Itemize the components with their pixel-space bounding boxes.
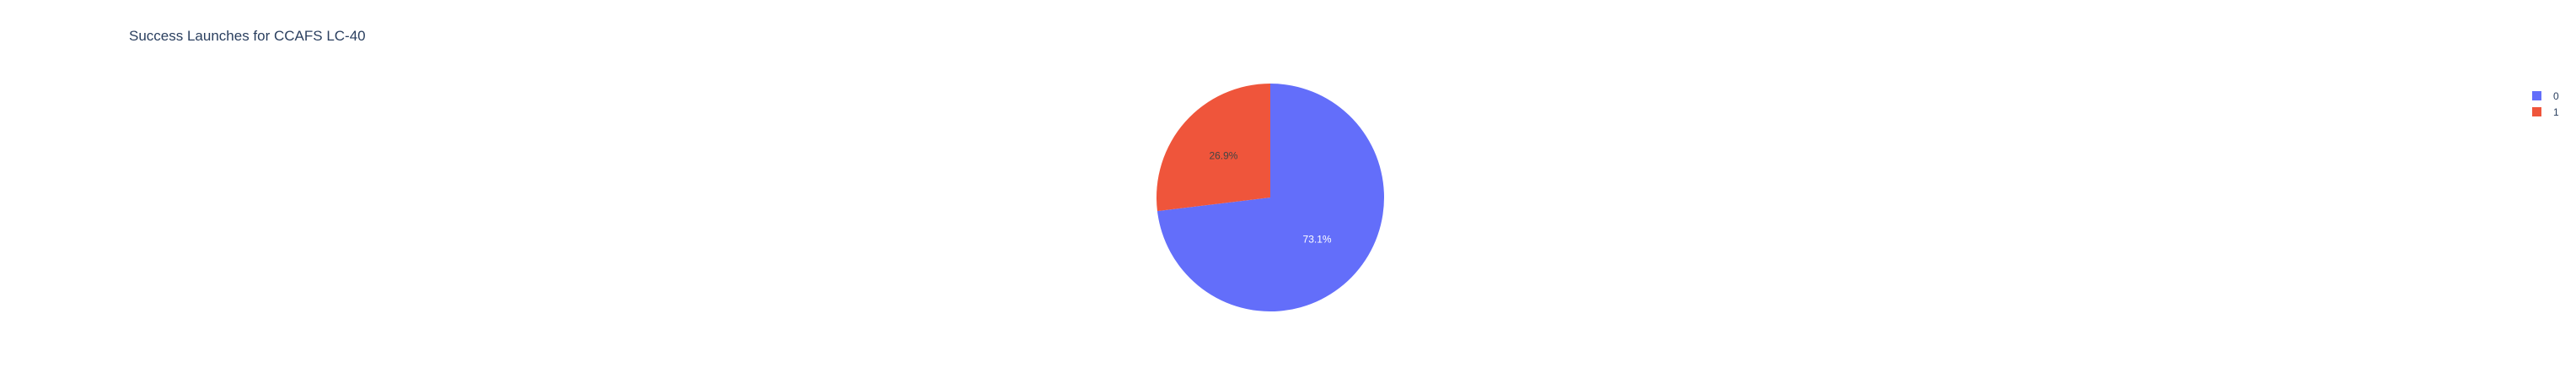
legend-label-1: 1 [2553,106,2559,118]
pie-slice-0[interactable] [1157,84,1384,311]
pie-value-labels: 73.1% 26.9% [1209,150,1331,246]
pie-slices [1157,84,1384,311]
legend-swatch-0 [2532,91,2541,100]
pie-value-label-0: 73.1% [1303,233,1332,245]
legend: 01 [2532,90,2559,118]
pie-slice-1[interactable] [1157,84,1270,212]
legend-swatch-1 [2532,107,2541,116]
chart-title: Success Launches for CCAFS LC-40 [129,28,366,44]
legend-item-0[interactable]: 0 [2532,90,2559,102]
legend-label-0: 0 [2553,90,2559,102]
legend-item-1[interactable]: 1 [2532,106,2559,118]
pie-value-label-1: 26.9% [1209,150,1237,162]
